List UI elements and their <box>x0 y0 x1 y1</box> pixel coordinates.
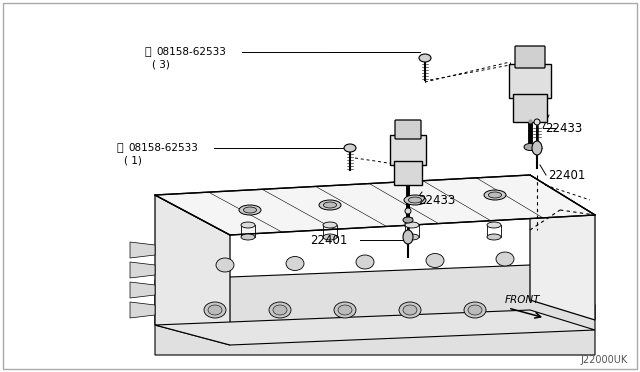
Ellipse shape <box>408 197 422 203</box>
Ellipse shape <box>405 208 411 214</box>
FancyBboxPatch shape <box>394 161 422 185</box>
Text: 22433: 22433 <box>418 193 455 206</box>
Ellipse shape <box>239 205 261 215</box>
Ellipse shape <box>403 230 413 244</box>
Ellipse shape <box>356 255 374 269</box>
Ellipse shape <box>334 302 356 318</box>
Ellipse shape <box>405 222 419 228</box>
Ellipse shape <box>487 222 501 228</box>
Ellipse shape <box>344 144 356 152</box>
Ellipse shape <box>403 217 413 223</box>
FancyBboxPatch shape <box>515 46 545 68</box>
Ellipse shape <box>243 207 257 213</box>
Text: ( 1): ( 1) <box>124 155 142 165</box>
Ellipse shape <box>323 234 337 240</box>
Ellipse shape <box>241 234 255 240</box>
Ellipse shape <box>319 200 341 210</box>
Ellipse shape <box>532 141 542 155</box>
Text: 08158-62533: 08158-62533 <box>156 47 226 57</box>
Ellipse shape <box>399 302 421 318</box>
Ellipse shape <box>403 305 417 315</box>
Text: 08158-62533: 08158-62533 <box>128 143 198 153</box>
Ellipse shape <box>323 202 337 208</box>
Ellipse shape <box>204 302 226 318</box>
Ellipse shape <box>241 222 255 228</box>
Polygon shape <box>530 175 595 320</box>
Ellipse shape <box>404 195 426 205</box>
Polygon shape <box>130 282 155 298</box>
Text: FRONT: FRONT <box>505 295 541 305</box>
Polygon shape <box>155 175 595 235</box>
Ellipse shape <box>419 54 431 62</box>
Polygon shape <box>155 195 230 345</box>
Text: 22401: 22401 <box>548 169 586 182</box>
Ellipse shape <box>484 190 506 200</box>
Polygon shape <box>155 310 595 345</box>
Text: Ⓑ: Ⓑ <box>116 143 124 153</box>
FancyBboxPatch shape <box>513 94 547 122</box>
Ellipse shape <box>286 257 304 270</box>
Ellipse shape <box>323 222 337 228</box>
FancyBboxPatch shape <box>395 120 421 139</box>
Ellipse shape <box>269 302 291 318</box>
Polygon shape <box>130 262 155 278</box>
Ellipse shape <box>488 192 502 198</box>
Text: ( 3): ( 3) <box>152 59 170 69</box>
Ellipse shape <box>487 234 501 240</box>
Polygon shape <box>130 242 155 258</box>
Ellipse shape <box>338 305 352 315</box>
Text: Ⓑ: Ⓑ <box>145 47 151 57</box>
Ellipse shape <box>468 305 482 315</box>
Ellipse shape <box>216 258 234 272</box>
Ellipse shape <box>524 144 536 151</box>
FancyBboxPatch shape <box>509 64 551 98</box>
Polygon shape <box>155 265 595 355</box>
Ellipse shape <box>496 252 514 266</box>
Ellipse shape <box>464 302 486 318</box>
Ellipse shape <box>273 305 287 315</box>
Text: 22433: 22433 <box>545 122 582 135</box>
Text: J22000UK: J22000UK <box>580 355 628 365</box>
FancyBboxPatch shape <box>390 135 426 165</box>
Ellipse shape <box>534 119 540 125</box>
Text: 22401: 22401 <box>310 234 348 247</box>
Ellipse shape <box>208 305 222 315</box>
Ellipse shape <box>405 234 419 240</box>
Polygon shape <box>130 302 155 318</box>
Ellipse shape <box>426 253 444 267</box>
